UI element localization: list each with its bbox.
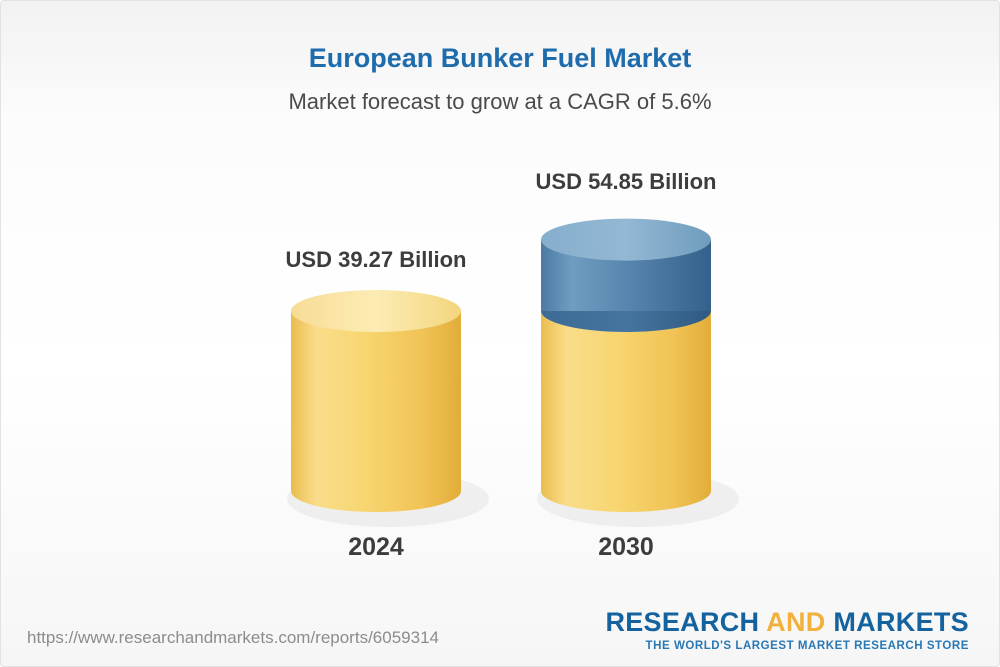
logo-tagline: THE WORLD'S LARGEST MARKET RESEARCH STOR… [645, 640, 969, 652]
logo-wordmark: RESEARCH AND MARKETS [605, 607, 969, 638]
axis-label-2024: 2024 [348, 533, 404, 561]
source-url[interactable]: https://www.researchandmarkets.com/repor… [27, 628, 439, 647]
axis-label-2030: 2030 [598, 533, 654, 561]
chart-subtitle: Market forecast to grow at a CAGR of 5.6… [288, 89, 712, 114]
chart-title: European Bunker Fuel Market [308, 43, 692, 73]
value-label-2024: USD 39.27 Billion [285, 247, 467, 272]
logo-research: RESEARCH [605, 607, 760, 637]
value-label-2030: USD 54.85 Billion [535, 169, 717, 194]
cylinder-2024 [287, 290, 489, 527]
logo-markets: MARKETS [833, 607, 969, 637]
cylinder-2030 [537, 218, 739, 527]
logo-and: AND [766, 607, 826, 637]
company-logo: RESEARCH AND MARKETS THE WORLD'S LARGEST… [605, 607, 969, 652]
